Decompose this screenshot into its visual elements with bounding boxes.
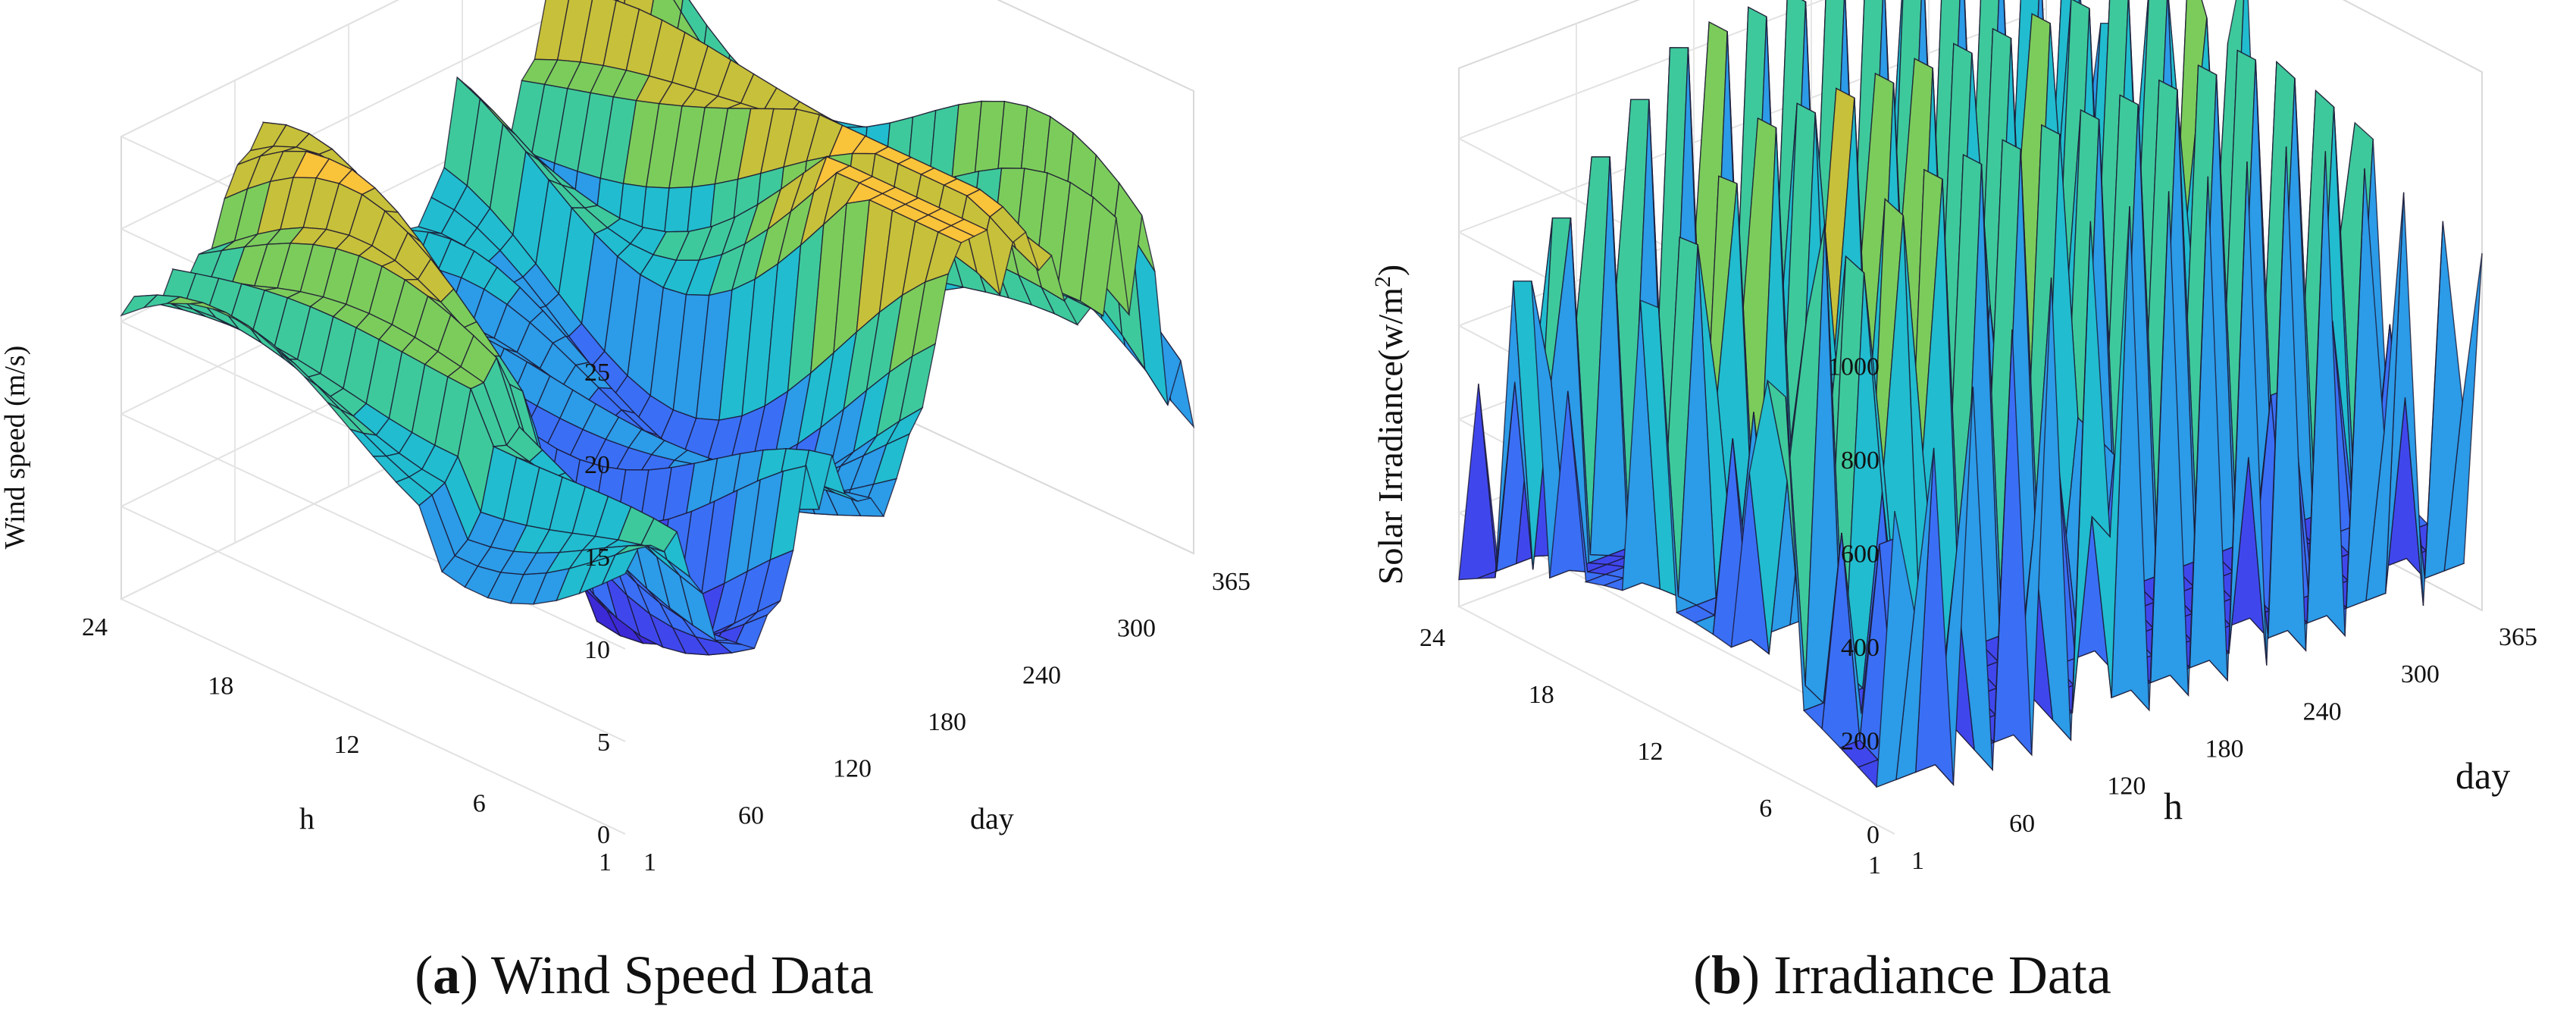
z-tick-label: 1000 (1828, 353, 1880, 381)
caption-b: (b) Irradiance Data (1693, 945, 2111, 1005)
day-tick-label: 365 (1212, 568, 1250, 596)
irradiance-z-label-sup: 2 (1370, 276, 1395, 287)
irradiance-z-axis-label: Solar Irradiance(w/m2) (1370, 265, 1410, 585)
wind-axis-ticks: 0 5 10 15 20 25 24 18 12 6 1 1 60 120 180 240 300 365 (82, 359, 1250, 876)
irradiance-axis-ticks: 0 200 400 600 800 1000 24 18 12 6 1 1 60 120 180 240 300… (1419, 353, 2537, 879)
irradiance-day-axis-label: day (2455, 754, 2510, 797)
day-tick-label: 120 (2107, 773, 2146, 801)
z-tick-label: 5 (597, 729, 610, 757)
z-tick-label: 25 (584, 359, 610, 387)
wind-speed-chart: 0 5 10 15 20 25 24 18 12 6 1 1 60 120 180 240 300 365 Win… (0, 0, 1250, 876)
z-tick-label: 400 (1841, 634, 1880, 662)
surface-facet (1876, 510, 1915, 788)
panel-irradiance: 0 200 400 600 800 1000 24 18 12 6 1 1 60 120 180 240 300… (1288, 0, 2576, 1022)
wind-h-axis-label: h (299, 801, 315, 835)
wind-speed-surface (120, 0, 1195, 656)
wind-day-axis-label: day (970, 801, 1014, 835)
day-tick-label: 1 (643, 848, 656, 876)
h-tick-label: 12 (334, 731, 360, 759)
z-tick-label: 15 (584, 544, 610, 572)
caption-a-letter: a (433, 945, 461, 1005)
h-tick-label: 6 (473, 790, 486, 818)
z-tick-label: 20 (584, 451, 610, 479)
panel-wind-speed: 0 5 10 15 20 25 24 18 12 6 1 1 60 120 180 240 300 365 Win… (0, 0, 1250, 1005)
day-tick-label: 120 (833, 755, 872, 783)
h-tick-label: 24 (1419, 624, 1445, 652)
z-tick-label: 200 (1841, 727, 1880, 755)
day-tick-label: 1 (1911, 847, 1924, 875)
irradiance-h-axis-label: h (2164, 785, 2183, 827)
wind-z-axis-label: Wind speed (m/s) (0, 346, 31, 550)
day-tick-label: 60 (738, 801, 764, 829)
h-tick-label: 12 (1638, 738, 1664, 766)
day-tick-label: 300 (2401, 660, 2440, 688)
h-tick-label: 6 (1759, 795, 1772, 823)
h-tick-label: 1 (1868, 851, 1881, 879)
day-tick-label: 60 (2009, 810, 2035, 838)
h-tick-label: 18 (1529, 681, 1554, 709)
irradiance-z-label-main: Solar Irradiance(w/m (1371, 287, 1410, 585)
irradiance-z-label-end: ) (1371, 265, 1410, 276)
h-tick-label: 24 (82, 613, 108, 641)
caption-b-letter: b (1711, 945, 1742, 1005)
h-tick-label: 1 (599, 848, 612, 876)
z-tick-label: 600 (1841, 540, 1880, 568)
caption-b-text: Irradiance Data (1773, 945, 2111, 1005)
irradiance-chart: 0 200 400 600 800 1000 24 18 12 6 1 1 60 120 180 240 300… (1370, 0, 2537, 879)
day-tick-label: 180 (2205, 735, 2244, 763)
day-tick-label: 240 (2303, 698, 2342, 726)
surface-facet (601, 547, 640, 585)
irradiance-surface (1458, 0, 2483, 788)
z-tick-label: 0 (597, 821, 610, 849)
day-tick-label: 300 (1117, 615, 1156, 643)
day-tick-label: 240 (1022, 661, 1061, 689)
day-tick-label: 365 (2499, 623, 2537, 651)
day-tick-label: 180 (928, 708, 966, 736)
h-tick-label: 18 (208, 672, 233, 701)
caption-a: (a) Wind Speed Data (415, 945, 874, 1005)
caption-a-text: Wind Speed Data (490, 945, 874, 1005)
z-tick-label: 10 (584, 636, 610, 664)
z-tick-label: 800 (1841, 447, 1880, 475)
z-tick-label: 0 (1867, 821, 1880, 849)
surface-facet (1458, 384, 1498, 581)
